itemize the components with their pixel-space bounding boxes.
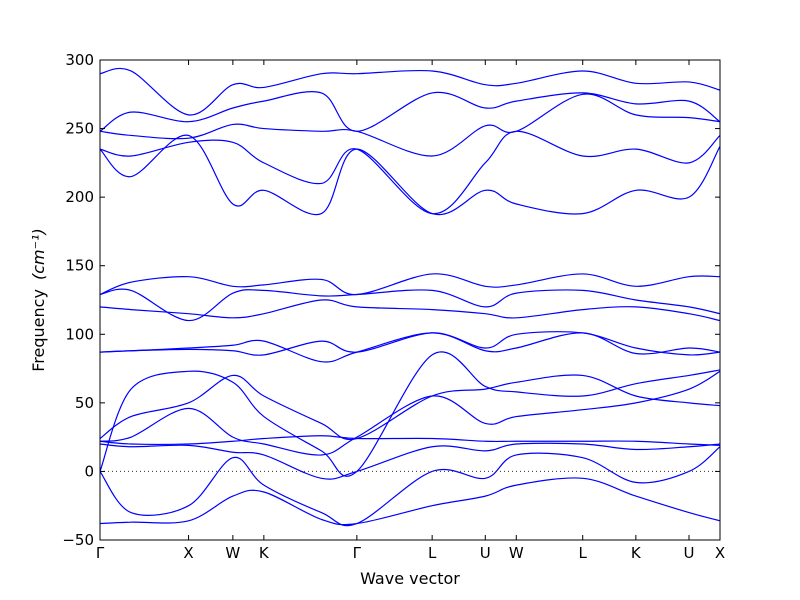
- phonon-band-15: [100, 93, 720, 157]
- y-axis-label: Frequency (cm⁻¹): [29, 228, 48, 371]
- x-tick-label: L: [579, 544, 588, 562]
- phonon-band-6: [100, 374, 720, 441]
- plot-frame: [99, 59, 721, 541]
- y-tick-label: 100: [65, 325, 94, 343]
- phonon-band-10: [100, 299, 720, 322]
- x-tick-label: W: [225, 544, 240, 562]
- y-axis-ticks: −50 0 50 100 150 200 250 300: [62, 51, 720, 549]
- phonon-band-2: [100, 446, 720, 527]
- phonon-band-17: [100, 67, 720, 116]
- phonon-band-14: [100, 130, 720, 215]
- y-tick-label: 150: [65, 257, 94, 275]
- x-tick-label: X: [183, 544, 193, 562]
- phonon-band-5: [100, 370, 720, 456]
- x-tick-label: K: [259, 544, 270, 562]
- x-tick-label: Γ: [353, 544, 362, 562]
- y-tick-label: 0: [84, 462, 94, 480]
- y-tick-label: −50: [62, 531, 94, 549]
- phonon-band-12: [100, 273, 720, 296]
- phonon-band-3: [100, 442, 720, 480]
- x-axis-label: Wave vector: [360, 569, 460, 588]
- x-tick-label: X: [715, 544, 725, 562]
- phonon-band-7: [100, 351, 720, 477]
- x-tick-label: L: [428, 544, 437, 562]
- y-tick-label: 200: [65, 188, 94, 206]
- phonon-band-4: [100, 435, 720, 446]
- band-structure-lines: [100, 67, 720, 527]
- y-axis-label-unit: (cm⁻¹): [29, 228, 48, 280]
- y-tick-label: 250: [65, 120, 94, 138]
- x-tick-label: U: [684, 544, 695, 562]
- phonon-band-16: [100, 91, 720, 132]
- phonon-band-8: [100, 332, 720, 363]
- x-tick-label: K: [631, 544, 642, 562]
- x-tick-label: W: [509, 544, 524, 562]
- x-tick-label: U: [480, 544, 491, 562]
- y-tick-label: 300: [65, 51, 94, 69]
- phonon-band-9: [100, 331, 720, 356]
- y-tick-label: 50: [75, 394, 94, 412]
- x-tick-label: Γ: [96, 544, 105, 562]
- phonon-band-11: [100, 288, 720, 322]
- y-axis-label-text: Frequency: [29, 289, 48, 372]
- phonon-band-1: [100, 477, 720, 526]
